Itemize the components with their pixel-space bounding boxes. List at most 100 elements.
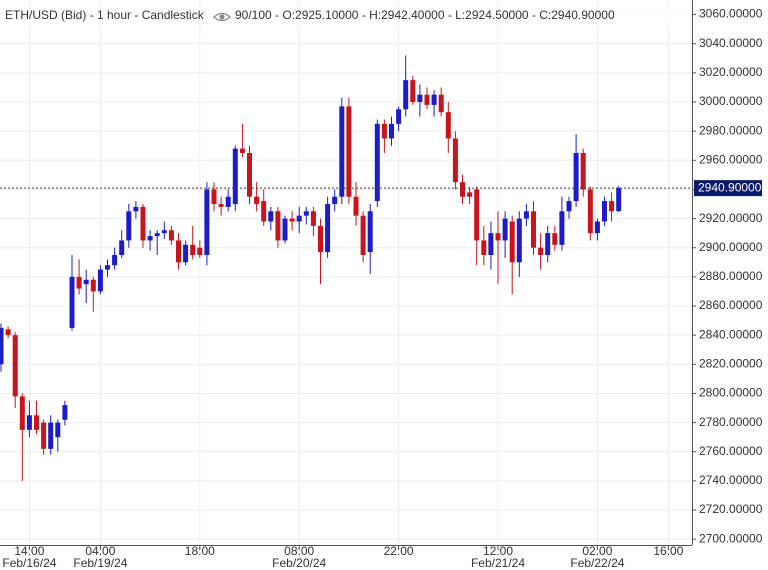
candle-body: [438, 94, 444, 113]
candle-body: [353, 196, 359, 216]
candle-body: [90, 279, 96, 292]
candle-body: [609, 201, 615, 212]
candle-body: [232, 148, 238, 205]
candle-body: [275, 211, 281, 241]
candle-body: [41, 422, 47, 449]
candle-body: [566, 201, 572, 212]
candle-body: [559, 211, 565, 245]
candles: [0, 55, 622, 481]
candle-body: [538, 247, 544, 256]
y-tick-label: 2840.00000: [699, 327, 763, 341]
candle-body: [261, 201, 267, 222]
y-tick-label: 2740.00000: [699, 473, 763, 487]
x-tick-label: 12:00: [483, 544, 513, 558]
candle-body: [452, 138, 458, 183]
y-tick-label: 2920.00000: [699, 211, 763, 225]
candle-body: [445, 112, 451, 139]
candle-body: [5, 329, 11, 336]
x-tick-date: Feb/22/24: [570, 556, 624, 570]
candle-body: [12, 335, 18, 397]
candle-body: [488, 233, 494, 256]
candle-body: [339, 106, 345, 197]
x-tick-date: Feb/16/24: [2, 556, 56, 570]
last-price-box: [694, 180, 762, 197]
eye-icon[interactable]: [213, 12, 231, 22]
chart-title: ETH/USD (Bid) - 1 hour - Candlestick: [5, 8, 205, 22]
candle-body: [318, 225, 323, 253]
last-price-label: 2940.90000: [698, 180, 762, 194]
candle-body: [76, 276, 82, 289]
candle-body: [183, 244, 189, 263]
candle-body: [552, 233, 558, 245]
y-tick-label: 2800.00000: [699, 386, 763, 400]
candle-body: [112, 255, 118, 266]
candle-body: [396, 109, 402, 124]
candle-body: [218, 204, 224, 207]
candle-body: [374, 123, 380, 202]
candle-body: [587, 189, 593, 234]
candle-body: [573, 153, 579, 202]
candle-body: [509, 221, 515, 263]
candle-body: [516, 218, 522, 263]
candle-body: [225, 196, 231, 207]
candle-body: [62, 405, 68, 420]
candle-body: [97, 269, 103, 292]
x-tick-label: 18:00: [185, 544, 215, 558]
candle-body: [389, 123, 394, 139]
x-tick-date: Feb/20/24: [272, 556, 326, 570]
eye-outline: [213, 12, 231, 22]
candle-body: [602, 201, 607, 222]
x-tick-label: 16:00: [653, 544, 683, 558]
candle-body: [495, 233, 501, 241]
candle-body: [332, 196, 338, 205]
candle-body: [211, 189, 217, 205]
candle-body: [48, 422, 54, 449]
candle-body: [403, 80, 409, 110]
candle-body: [545, 233, 551, 256]
candle-body: [168, 230, 174, 241]
eye-pupil: [219, 14, 225, 20]
candle-body: [55, 422, 61, 438]
candle-body: [296, 215, 302, 222]
candle-body: [105, 265, 110, 270]
candle-body: [531, 211, 536, 248]
candle-body: [424, 94, 430, 105]
y-tick-label: 2880.00000: [699, 269, 763, 283]
y-tick-label: 2900.00000: [699, 240, 763, 254]
y-tick-label: 3000.00000: [699, 94, 763, 108]
candle-body: [83, 279, 89, 285]
candle-body: [268, 211, 274, 222]
y-tick-label: 2700.00000: [699, 531, 763, 545]
y-tick-label: 3040.00000: [699, 36, 763, 50]
candle-body: [481, 240, 487, 256]
candle-body: [119, 240, 125, 256]
candle-body: [431, 94, 437, 105]
candle-body: [161, 230, 167, 234]
y-tick-label: 2960.00000: [699, 152, 763, 166]
candle-body: [26, 415, 32, 430]
candle-body: [474, 189, 480, 241]
candle-body: [367, 211, 373, 253]
y-tick-label: 2980.00000: [699, 123, 763, 137]
candle-body: [381, 123, 387, 139]
candle-body: [154, 233, 160, 237]
candle-body: [0, 327, 4, 365]
candle-body: [289, 218, 295, 222]
x-tick-date: Feb/21/24: [471, 556, 525, 570]
candle-body: [594, 221, 600, 234]
candle-body: [616, 188, 622, 212]
x-tick-label: 08:00: [284, 544, 314, 558]
candle-body: [254, 196, 260, 205]
candle-body: [467, 192, 473, 197]
candle-body: [239, 148, 245, 154]
x-tick-label: 04:00: [85, 544, 115, 558]
y-tick-label: 2760.00000: [699, 444, 763, 458]
y-tick-label: 2860.00000: [699, 298, 763, 312]
candle-body: [502, 218, 508, 241]
candle-body: [303, 211, 309, 216]
y-tick-label: 3060.00000: [699, 7, 763, 21]
candle-body: [417, 94, 423, 103]
candle-body: [282, 218, 288, 241]
